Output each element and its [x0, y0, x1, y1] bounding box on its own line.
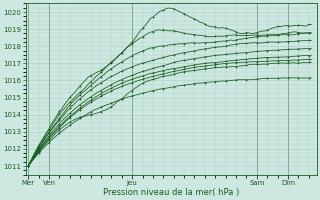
X-axis label: Pression niveau de la mer( hPa ): Pression niveau de la mer( hPa )	[103, 188, 239, 197]
